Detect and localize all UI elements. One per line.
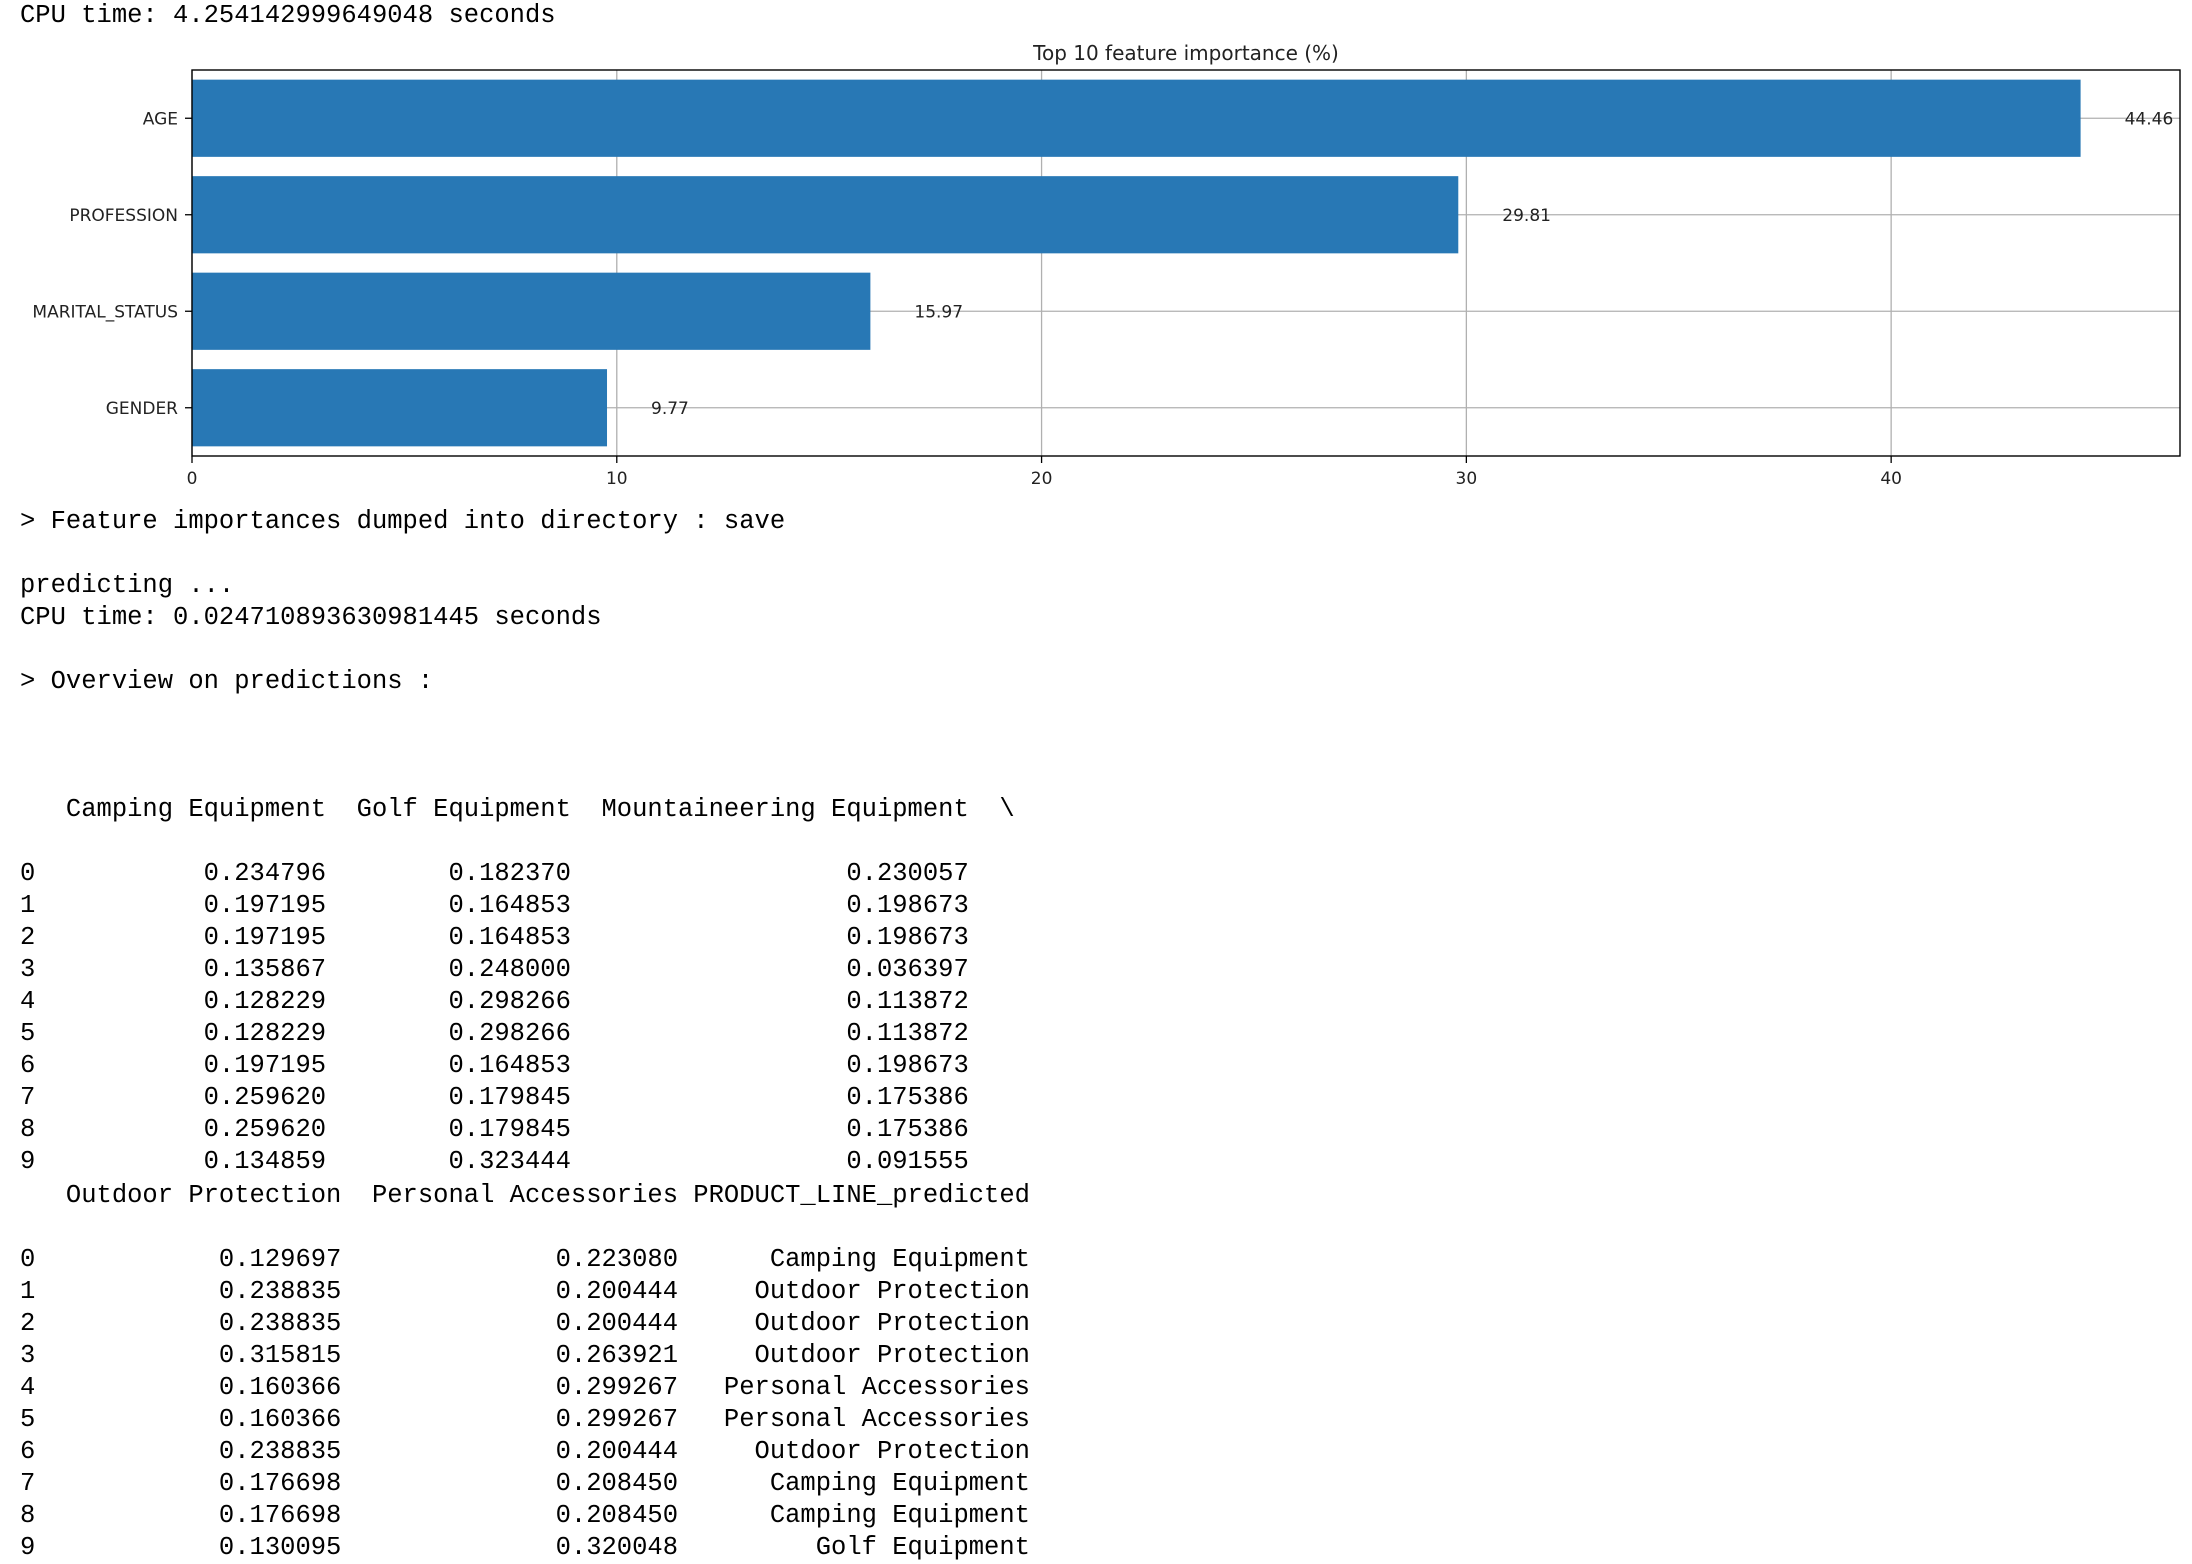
y-tick-label: AGE xyxy=(143,109,178,129)
bar-value-label: 29.81 xyxy=(1502,206,1551,226)
table-header: Camping Equipment Golf Equipment Mountai… xyxy=(20,795,1015,824)
bar-value-label: 15.97 xyxy=(914,302,963,322)
feature-importance-chart: 0 10 20 30 40 AGE 44.46 PROFESSION 29.81 MARITAL_… xyxy=(32,41,2181,489)
table-row: 2 0.238835 0.200444 Outdoor Protection xyxy=(20,1309,1030,1338)
cpu-time-output: CPU time: 4.254142999649048 seconds xyxy=(20,1,556,30)
predicting-message: predicting ... xyxy=(20,571,235,600)
table-row: 0 0.234796 0.182370 0.230057 xyxy=(20,859,969,888)
x-tick-label: 40 xyxy=(1880,469,1902,489)
bar-marital-status xyxy=(192,272,871,350)
table-row: 1 0.197195 0.164853 0.198673 xyxy=(20,891,969,920)
table-row: 4 0.160366 0.299267 Personal Accessories xyxy=(20,1373,1030,1402)
chart-axes-frame xyxy=(191,69,2181,457)
x-tick-label: 0 xyxy=(187,469,198,489)
table-row: 4 0.128229 0.298266 0.113872 xyxy=(20,987,969,1016)
table-row: 7 0.176698 0.208450 Camping Equipment xyxy=(20,1469,1030,1498)
table-row: 1 0.238835 0.200444 Outdoor Protection xyxy=(20,1277,1030,1306)
table-row: 6 0.238835 0.200444 Outdoor Protection xyxy=(20,1437,1030,1466)
table-row: 2 0.197195 0.164853 0.198673 xyxy=(20,923,969,952)
predictions-table-part-2: Outdoor Protection Personal Accessories … xyxy=(20,1116,1030,1564)
bar-gender xyxy=(192,369,608,447)
bar-age xyxy=(192,79,2081,157)
chart-title: Top 10 feature importance (%) xyxy=(1032,41,1339,65)
bar-value-label: 44.46 xyxy=(2125,109,2174,129)
table-row: 6 0.197195 0.164853 0.198673 xyxy=(20,1051,969,1080)
dump-message: > Feature importances dumped into direct… xyxy=(20,507,786,536)
overview-message: > Overview on predictions : xyxy=(20,667,434,696)
table-row: 5 0.128229 0.298266 0.113872 xyxy=(20,1019,969,1048)
table-row: 8 0.176698 0.208450 Camping Equipment xyxy=(20,1501,1030,1530)
y-tick-label: GENDER xyxy=(106,399,178,419)
chart-text: 0 10 20 30 40 AGE 44.46 PROFESSION 29.81 MARITAL_… xyxy=(32,41,2173,489)
table-row: 9 0.130095 0.320048 Golf Equipment xyxy=(20,1533,1030,1562)
cpu-time-output-2: CPU time: 0.024710893630981445 seconds xyxy=(20,603,602,632)
table-header: Outdoor Protection Personal Accessories … xyxy=(20,1181,1030,1210)
bar-profession xyxy=(192,176,1459,254)
table-row: 0 0.129697 0.223080 Camping Equipment xyxy=(20,1245,1030,1274)
table-row: 7 0.259620 0.179845 0.175386 xyxy=(20,1083,969,1112)
predictions-table-part-1: Camping Equipment Golf Equipment Mountai… xyxy=(20,730,1015,1178)
y-tick-label: MARITAL_STATUS xyxy=(32,302,178,322)
bar-value-label: 9.77 xyxy=(651,399,689,419)
table-row: 8 0.259620 0.179845 0.175386 xyxy=(20,1115,969,1144)
table-row: 9 0.134859 0.323444 0.091555 xyxy=(20,1147,969,1176)
table-row: 3 0.135867 0.248000 0.036397 xyxy=(20,955,969,984)
x-tick-label: 20 xyxy=(1031,469,1053,489)
x-tick-label: 30 xyxy=(1456,469,1478,489)
table-row: 5 0.160366 0.299267 Personal Accessories xyxy=(20,1405,1030,1434)
table-row: 3 0.315815 0.263921 Outdoor Protection xyxy=(20,1341,1030,1370)
y-tick-label: PROFESSION xyxy=(69,206,178,226)
chart-bars xyxy=(192,79,2081,447)
x-tick-label: 10 xyxy=(606,469,628,489)
